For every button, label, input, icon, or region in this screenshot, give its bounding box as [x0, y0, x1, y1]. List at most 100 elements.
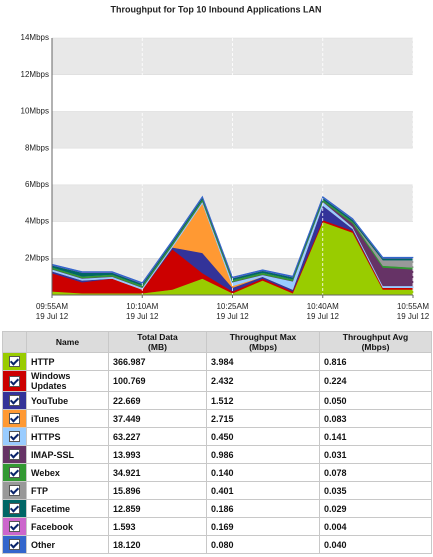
chart-title: Throughput for Top 10 Inbound Applicatio… — [111, 4, 322, 14]
y-tick-label: 10Mbps — [21, 107, 49, 116]
value-cell: 0.816 — [319, 352, 432, 371]
checkbox[interactable] — [9, 539, 20, 551]
value-cell: 13.993 — [108, 445, 207, 464]
value-cell: 2.715 — [206, 409, 320, 428]
y-tick-label: 6Mbps — [25, 180, 49, 189]
table-body: HTTP 366.987 3.984 0.816 Windows Updates 100.… — [2, 352, 432, 554]
checkbox[interactable] — [9, 485, 20, 497]
value-cell: 0.050 — [319, 391, 432, 410]
name-cell: iTunes — [26, 409, 109, 428]
table-row: Facebook 1.593 0.169 0.004 — [2, 517, 432, 536]
checkbox[interactable] — [9, 431, 20, 443]
value-cell: 0.031 — [319, 445, 432, 464]
x-tick-label: 10:25AM — [216, 302, 248, 311]
checkbox[interactable] — [9, 395, 20, 407]
value-cell: 0.986 — [206, 445, 320, 464]
header-cell: Name — [26, 331, 109, 353]
x-tick-date: 19 Jul 12 — [216, 312, 249, 321]
value-cell: 0.401 — [206, 481, 320, 500]
table-row: Webex 34.921 0.140 0.078 — [2, 463, 432, 482]
header-cell: Throughput Max (Mbps) — [206, 331, 320, 353]
table-row: Windows Updates 100.769 2.432 0.224 — [2, 370, 432, 392]
chart: Throughput for Top 10 Inbound Applicatio… — [21, 4, 430, 321]
checkbox[interactable] — [9, 375, 20, 387]
value-cell: 100.769 — [108, 370, 207, 392]
name-cell: Other — [26, 535, 109, 554]
x-tick-date: 19 Jul 12 — [126, 312, 159, 321]
color-swatch — [2, 517, 27, 536]
table-row: iTunes 37.449 2.715 0.083 — [2, 409, 432, 428]
color-swatch — [2, 463, 27, 482]
value-cell: 0.035 — [319, 481, 432, 500]
value-cell: 0.029 — [319, 499, 432, 518]
value-cell: 0.004 — [319, 517, 432, 536]
name-cell: IMAP-SSL — [26, 445, 109, 464]
table-row: IMAP-SSL 13.993 0.986 0.031 — [2, 445, 432, 464]
x-tick-label: 10:40AM — [307, 302, 339, 311]
value-cell: 0.140 — [206, 463, 320, 482]
x-tick-date: 19 Jul 12 — [36, 312, 69, 321]
name-cell: Facebook — [26, 517, 109, 536]
value-cell: 0.080 — [206, 535, 320, 554]
value-cell: 0.040 — [319, 535, 432, 554]
x-tick-label: 10:10AM — [126, 302, 158, 311]
name-cell: Facetime — [26, 499, 109, 518]
value-cell: 12.859 — [108, 499, 207, 518]
checkbox[interactable] — [9, 503, 20, 515]
color-swatch — [2, 352, 27, 371]
checkbox[interactable] — [9, 467, 20, 479]
checkbox[interactable] — [9, 413, 20, 425]
value-cell: 0.141 — [319, 427, 432, 446]
color-swatch — [2, 391, 27, 410]
header-cell: Total Data (MB) — [108, 331, 207, 353]
table-row: FTP 15.896 0.401 0.035 — [2, 481, 432, 500]
value-cell: 15.896 — [108, 481, 207, 500]
name-cell: YouTube — [26, 391, 109, 410]
x-tick-label: 10:55AM — [397, 302, 429, 311]
x-tick-date: 19 Jul 12 — [397, 312, 430, 321]
color-swatch — [2, 445, 27, 464]
value-cell: 1.512 — [206, 391, 320, 410]
value-cell: 37.449 — [108, 409, 207, 428]
checkbox[interactable] — [9, 356, 20, 368]
value-cell: 34.921 — [108, 463, 207, 482]
value-cell: 0.083 — [319, 409, 432, 428]
value-cell: 0.169 — [206, 517, 320, 536]
checkbox[interactable] — [9, 449, 20, 461]
value-cell: 63.227 — [108, 427, 207, 446]
value-cell: 0.450 — [206, 427, 320, 446]
value-cell: 0.186 — [206, 499, 320, 518]
color-swatch — [2, 481, 27, 500]
name-cell: Webex — [26, 463, 109, 482]
y-tick-label: 14Mbps — [21, 33, 49, 42]
checkbox[interactable] — [9, 521, 20, 533]
table-row: Facetime 12.859 0.186 0.029 — [2, 499, 432, 518]
value-cell: 0.078 — [319, 463, 432, 482]
header-cell: Throughput Avg (Mbps) — [319, 331, 432, 353]
value-cell: 2.432 — [206, 370, 320, 392]
table-row: HTTPS 63.227 0.450 0.141 — [2, 427, 432, 446]
value-cell: 1.593 — [108, 517, 207, 536]
value-cell: 366.987 — [108, 352, 207, 371]
color-swatch — [2, 427, 27, 446]
x-tick-label: 09:55AM — [36, 302, 68, 311]
table-row: HTTP 366.987 3.984 0.816 — [2, 352, 432, 371]
header-cell — [2, 331, 27, 353]
name-cell: HTTPS — [26, 427, 109, 446]
name-cell: FTP — [26, 481, 109, 500]
y-tick-label: 2Mbps — [25, 253, 49, 262]
value-cell: 0.224 — [319, 370, 432, 392]
x-tick-date: 19 Jul 12 — [307, 312, 340, 321]
y-tick-label: 4Mbps — [25, 217, 49, 226]
color-swatch — [2, 535, 27, 554]
color-swatch — [2, 499, 27, 518]
name-cell: Windows Updates — [26, 370, 109, 392]
header-row: Name Total Data (MB) Throughput Max (Mbps)… — [2, 331, 432, 353]
y-tick-label: 8Mbps — [25, 143, 49, 152]
value-cell: 3.984 — [206, 352, 320, 371]
value-cell: 22.669 — [108, 391, 207, 410]
y-tick-label: 12Mbps — [21, 70, 49, 79]
color-swatch — [2, 370, 27, 392]
table-row: YouTube 22.669 1.512 0.050 — [2, 391, 432, 410]
